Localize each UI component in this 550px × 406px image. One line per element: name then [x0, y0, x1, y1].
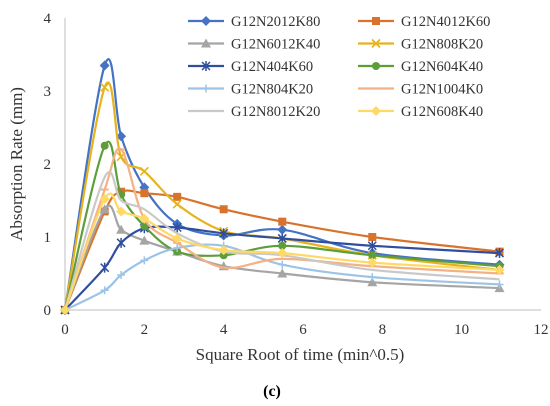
data-point — [139, 213, 150, 224]
data-point — [116, 131, 127, 142]
data-point — [116, 237, 126, 248]
data-point — [368, 251, 377, 260]
data-point — [172, 222, 182, 233]
data-point — [140, 256, 149, 265]
x-tick-label: 6 — [299, 322, 307, 338]
legend-label: G12N808K20 — [401, 37, 483, 53]
data-point — [172, 199, 182, 209]
data-point — [494, 248, 505, 259]
data-point — [60, 305, 70, 315]
legend-marker — [372, 62, 380, 70]
data-point — [100, 262, 110, 273]
legend-item: G12N8012K20 — [188, 104, 320, 120]
legend-label: G12N2012K80 — [231, 14, 320, 30]
data-point — [173, 192, 182, 201]
data-point — [277, 224, 288, 235]
data-point — [173, 243, 182, 252]
legend-item: G12N608K40 — [358, 104, 483, 120]
y-tick-label: 3 — [44, 84, 52, 100]
legend-item: G12N404K60 — [188, 59, 313, 75]
legend-item: G12N604K40 — [358, 59, 483, 75]
data-point — [172, 233, 183, 244]
data-point — [219, 251, 228, 260]
data-point — [100, 82, 110, 92]
data-point — [277, 268, 288, 278]
legend-label: G12N1004K0 — [401, 82, 483, 98]
data-point — [368, 233, 377, 241]
data-point — [368, 273, 377, 282]
data-point — [99, 60, 110, 71]
x-tick-label: 2 — [141, 322, 149, 338]
data-point — [218, 245, 229, 256]
data-point — [100, 286, 109, 295]
series-G12N8012K20 — [63, 170, 500, 311]
legend-label: G12N404K60 — [231, 59, 313, 75]
data-point — [140, 189, 149, 198]
legend-label: G12N608K40 — [401, 104, 483, 120]
data-point — [219, 228, 229, 239]
y-tick-label: 0 — [44, 303, 52, 319]
legend-marker — [201, 38, 211, 48]
y-tick-label: 1 — [44, 230, 52, 246]
legend-marker — [202, 84, 210, 93]
legend-marker — [372, 17, 380, 25]
y-tick-label: 4 — [44, 11, 52, 27]
legend-label: G12N6012K40 — [231, 37, 320, 53]
legend-item: G12N6012K40 — [188, 37, 320, 53]
legend-marker — [371, 106, 381, 116]
data-point — [99, 204, 110, 214]
x-tick-label: 10 — [454, 322, 469, 338]
x-tick-label: 0 — [61, 322, 69, 338]
x-tick-labels: 0 2 4 6 8 10 12 — [61, 322, 548, 338]
data-point — [116, 224, 127, 234]
y-axis-title: Absorption Rate (mm) — [7, 87, 26, 241]
data-point — [219, 205, 228, 214]
legend-label: G12N8012K20 — [231, 104, 320, 120]
data-point — [367, 240, 377, 251]
legend-item: G12N808K20 — [358, 37, 483, 53]
legend-marker — [201, 61, 211, 71]
x-tick-label: 4 — [220, 322, 228, 338]
series-lines — [60, 58, 505, 315]
legend-item: G12N1004K0 — [358, 82, 483, 98]
data-point — [116, 206, 127, 217]
figure-caption: (c) — [263, 383, 281, 400]
legend-item: G12N2012K80 — [188, 14, 320, 30]
data-point — [277, 248, 288, 259]
data-point — [367, 277, 378, 287]
data-point — [100, 141, 109, 150]
data-point — [278, 217, 287, 226]
data-point — [140, 222, 149, 231]
data-point — [139, 235, 150, 245]
data-point — [139, 166, 149, 176]
legend-item: G12N804K20 — [188, 82, 313, 98]
data-point — [367, 257, 378, 268]
data-point — [495, 280, 504, 289]
legend-label: G12N604K40 — [401, 59, 483, 75]
data-point — [117, 270, 126, 279]
data-point — [99, 194, 110, 205]
y-tick-label: 2 — [44, 157, 52, 173]
legend-marker — [201, 16, 211, 26]
y-tick-labels: 0 1 2 3 4 — [44, 11, 52, 319]
legend-label: G12N804K20 — [231, 82, 313, 98]
legend-label: G12N4012K60 — [401, 14, 490, 30]
data-point — [494, 264, 505, 275]
series-line-G12N8012K20 — [63, 170, 500, 311]
x-axis-title: Square Root of time (min^0.5) — [196, 345, 405, 364]
x-tick-label: 12 — [534, 322, 549, 338]
legend-marker — [371, 38, 381, 49]
data-point — [278, 241, 287, 250]
x-tick-label: 8 — [379, 322, 387, 338]
data-point — [278, 260, 287, 269]
series-G12N608K40 — [60, 192, 505, 315]
legend-item: G12N4012K60 — [358, 14, 490, 30]
legend: G12N2012K80 G12N4012K60 G12N6012K40 G12N808… — [188, 14, 490, 120]
series-line-G12N2012K80 — [63, 58, 500, 311]
